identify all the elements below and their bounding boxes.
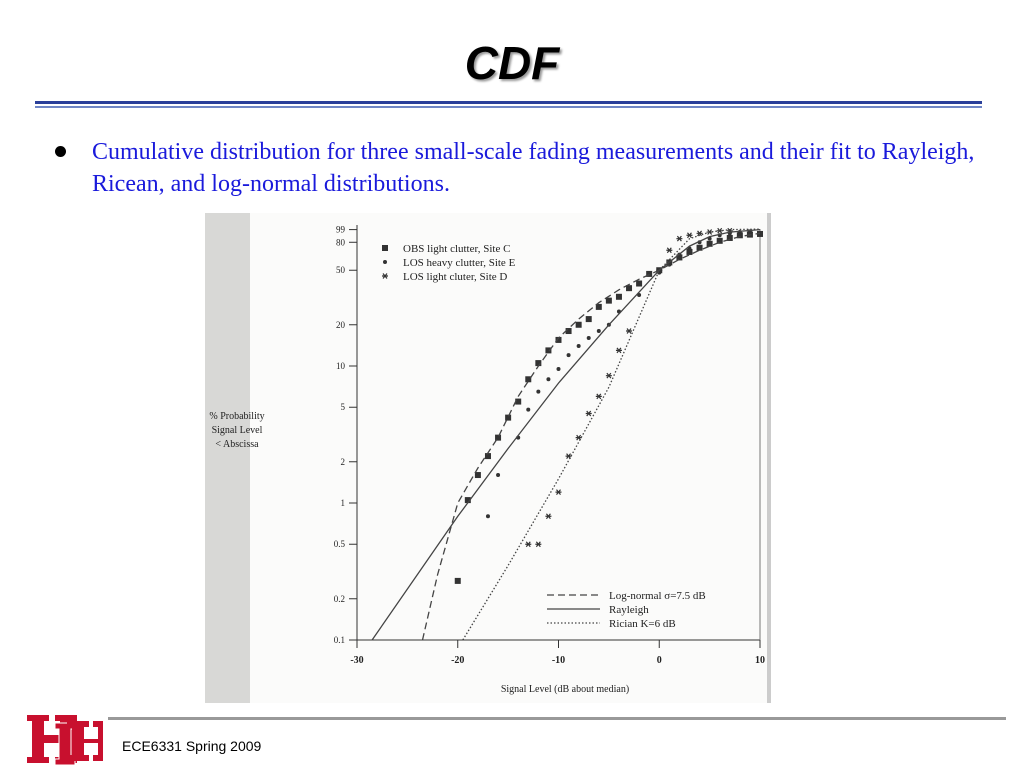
x-tick-label: 0 [657, 655, 662, 666]
x-tick-label: -20 [451, 655, 464, 666]
star-marker [666, 247, 673, 254]
star-marker [696, 230, 703, 237]
star-marker [615, 347, 622, 354]
y-tick-label: 0.1 [334, 635, 345, 645]
square-marker [515, 398, 522, 405]
legend-marker [382, 245, 388, 251]
slide-title: CDF [464, 37, 560, 89]
star-marker [535, 541, 542, 548]
fit-line [371, 228, 761, 641]
star-marker [585, 410, 592, 417]
star-marker [525, 541, 532, 548]
y-tick-label: 0.2 [334, 594, 345, 604]
square-marker [605, 297, 612, 304]
dot-marker [556, 367, 561, 372]
dot-marker [485, 514, 490, 519]
y-tick-label: 10 [336, 361, 346, 371]
legend-label: LOS heavy clutter, Site E [403, 257, 516, 269]
square-marker [454, 577, 461, 584]
footer-rule [108, 717, 1006, 720]
y-tick-label: 80 [336, 237, 346, 247]
star-marker [605, 372, 612, 379]
y-axis-label: % Probability [209, 411, 264, 422]
y-axis-label: Signal Level [212, 425, 263, 436]
square-marker [646, 270, 653, 277]
dot-marker [496, 473, 501, 478]
dot-marker [526, 407, 531, 412]
dot-marker [586, 336, 591, 341]
legend-label: LOS light cluter, Site D [403, 271, 507, 283]
y-tick-label: 0.5 [334, 539, 346, 549]
square-marker [716, 237, 723, 244]
dot-marker [546, 377, 551, 382]
square-marker [464, 497, 471, 504]
y-tick-label: 5 [341, 402, 346, 412]
star-marker [686, 232, 693, 239]
square-marker [696, 244, 703, 251]
title-rule [35, 106, 982, 108]
square-marker [626, 285, 633, 292]
bullet-text: Cumulative distribution for three small-… [92, 139, 975, 197]
star-marker [595, 393, 602, 400]
legend-label: OBS light clutter, Site C [403, 243, 510, 255]
x-tick-label: -10 [552, 655, 565, 666]
star-marker [545, 513, 552, 520]
star-marker [626, 328, 633, 334]
legend-marker [383, 260, 387, 264]
square-marker [505, 414, 512, 421]
x-tick-label: -30 [350, 655, 363, 666]
dot-marker [536, 389, 541, 394]
y-tick-label: 50 [336, 265, 346, 275]
y-axis-label: < Abscissa [215, 439, 259, 450]
square-marker [535, 360, 542, 367]
figure: 0.1 0.2 0.5 1 2 5 10 20 50 80 99 -30 -20 -10 0 10 Signal… [205, 213, 771, 703]
logo-h [67, 721, 103, 761]
square-marker [575, 321, 582, 328]
square-marker [555, 336, 562, 343]
square-marker [686, 248, 693, 255]
bullet-dot [55, 146, 66, 157]
fit-line [421, 232, 761, 641]
square-marker [595, 303, 602, 310]
square-marker [585, 316, 592, 323]
square-marker [495, 434, 502, 441]
footer-text: ECE6331 Spring 2009 [122, 738, 262, 754]
logo [27, 715, 103, 766]
square-marker [706, 240, 713, 247]
dot-marker [596, 329, 601, 334]
square-marker [484, 453, 491, 460]
x-axis-label: Signal Level (dB about median) [501, 684, 629, 695]
dot-marker [566, 353, 571, 358]
y-tick-label: 1 [341, 498, 346, 508]
square-marker [726, 234, 733, 241]
scan-edge [767, 213, 771, 703]
square-marker [615, 293, 622, 300]
y-tick-label: 20 [336, 320, 346, 330]
x-tick-label: 10 [755, 655, 765, 666]
y-tick-label: 99 [336, 225, 346, 235]
legend-label: Rayleigh [609, 604, 649, 616]
square-marker [736, 232, 743, 239]
y-tick-label: 2 [341, 457, 346, 467]
dot-marker [576, 343, 581, 348]
square-marker [565, 328, 572, 335]
star-marker [676, 235, 683, 242]
legend-marker [382, 273, 388, 279]
square-marker [757, 230, 763, 237]
square-marker [676, 254, 683, 261]
scan-strip [205, 213, 250, 703]
legend-label: Log-normal σ=7.5 dB [609, 590, 706, 602]
square-marker [525, 376, 532, 383]
square-marker [545, 347, 552, 354]
square-marker [474, 472, 481, 479]
star-marker [555, 489, 562, 496]
square-marker [636, 280, 643, 287]
legend-label: Rician K=6 dB [609, 618, 676, 630]
fit-line [462, 228, 761, 641]
title-rule [35, 101, 982, 104]
